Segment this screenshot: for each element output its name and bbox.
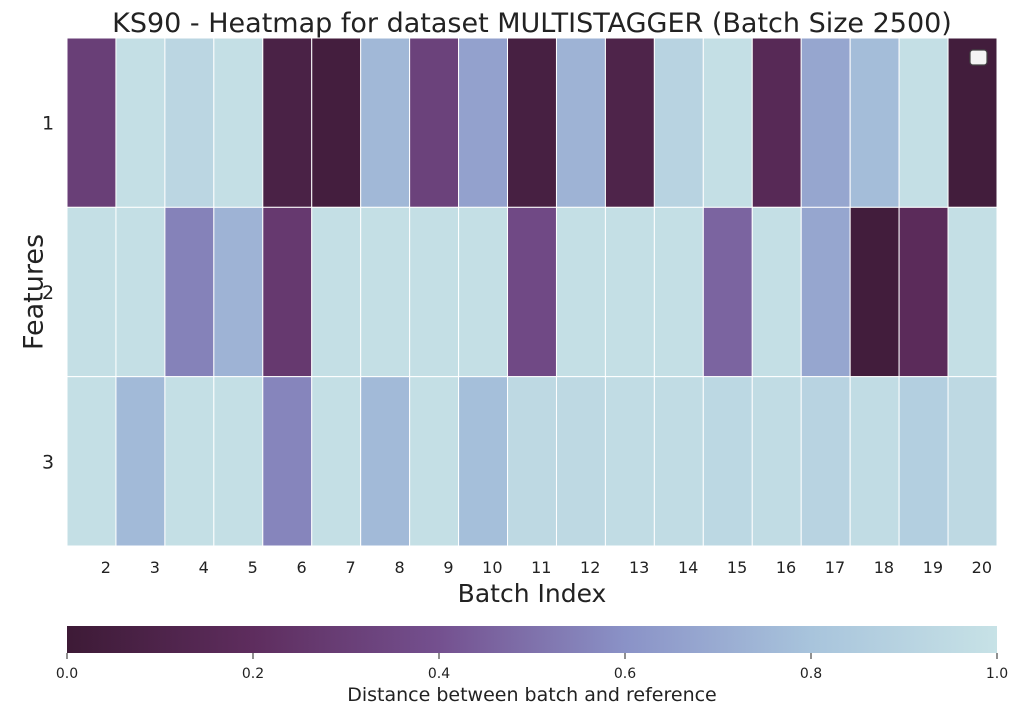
- heatmap-cell: [213, 206, 264, 378]
- heatmap-cell: [507, 37, 557, 208]
- heatmap-cell: [898, 37, 949, 208]
- heatmap-cell: [555, 37, 606, 208]
- heatmap-cell: [262, 376, 313, 547]
- heatmap-cell: [800, 206, 851, 378]
- heatmap-cell: [360, 206, 411, 378]
- x-tick-label: 16: [776, 558, 796, 577]
- heatmap-cell: [115, 37, 166, 208]
- heatmap-cell: [164, 37, 215, 208]
- heatmap-cell: [898, 376, 949, 547]
- heatmap-cell: [751, 376, 802, 547]
- heatmap-cell: [115, 206, 166, 378]
- heatmap-cell: [66, 376, 117, 547]
- y-tick-label: 3: [42, 451, 54, 473]
- heatmap-cell: [751, 206, 802, 378]
- colorbar-tick-label: 0.6: [614, 666, 636, 682]
- heatmap-cell: [213, 37, 264, 208]
- heatmap-cell: [164, 206, 215, 378]
- heatmap-cell: [555, 206, 606, 378]
- colorbar-tick-label: 0.8: [800, 666, 822, 682]
- colorbar-tick-label: 1.0: [986, 666, 1008, 682]
- heatmap-cell: [653, 376, 704, 547]
- x-tick-label: 13: [629, 558, 649, 577]
- heatmap-cell: [555, 376, 606, 547]
- heatmap-cell: [409, 37, 460, 208]
- heatmap-cell: [115, 376, 166, 547]
- x-tick-labels: 2 3 4 5 6 7 8 9 10 11 12 13 14 15 16 17 18 19 20: [101, 558, 992, 577]
- x-axis-label: Batch Index: [458, 579, 607, 608]
- chart-title: KS90 - Heatmap for dataset MULTISTAGGER …: [112, 8, 952, 39]
- heatmap-cell: [458, 37, 509, 208]
- x-tick-label: 20: [972, 558, 992, 577]
- legend-box: [969, 49, 988, 66]
- heatmap-cell: [604, 37, 655, 208]
- colorbar-tick-label: 0.2: [242, 666, 264, 682]
- x-tick-label: 11: [531, 558, 551, 577]
- heatmap-cell: [311, 206, 362, 378]
- colorbar: [67, 626, 997, 653]
- x-tick-label: 2: [101, 558, 111, 577]
- heatmap-cell: [458, 206, 509, 378]
- x-tick-label: 8: [394, 558, 404, 577]
- heatmap-cell: [164, 376, 215, 547]
- x-tick-label: 12: [580, 558, 600, 577]
- heatmap-cell: [947, 206, 998, 378]
- x-tick-label: 15: [727, 558, 747, 577]
- heatmap-cell: [849, 206, 900, 378]
- heatmap-cell: [800, 376, 851, 547]
- x-tick-label: 14: [678, 558, 698, 577]
- heatmap-cell: [458, 376, 509, 547]
- heatmap-cell: [311, 37, 362, 208]
- x-tick-label: 19: [923, 558, 943, 577]
- heatmap-cell: [702, 37, 753, 208]
- heatmap-cell: [849, 376, 900, 547]
- heatmap-cell: [213, 376, 264, 547]
- x-tick-label: 6: [297, 558, 307, 577]
- x-tick-label: 18: [874, 558, 894, 577]
- heatmap-cell: [66, 206, 117, 378]
- x-tick-label: 17: [825, 558, 845, 577]
- heatmap-cell: [262, 206, 313, 378]
- heatmap-cell: [849, 37, 900, 208]
- heatmap-cell: [702, 206, 753, 378]
- heatmap-cell: [360, 37, 411, 208]
- heatmap-cell: [653, 37, 704, 208]
- heatmap-cell: [507, 376, 557, 547]
- heatmap-cell: [66, 37, 117, 208]
- y-axis-label: Features: [19, 234, 50, 350]
- colorbar-tick-label: 0.0: [56, 666, 78, 682]
- heatmap-cell: [800, 37, 851, 208]
- heatmap-cell: [947, 376, 998, 547]
- colorbar-tick-label: 0.4: [428, 666, 450, 682]
- heatmap-cell: [898, 206, 949, 378]
- x-tick-label: 10: [482, 558, 502, 577]
- y-tick-labels: 1 2 3: [42, 113, 54, 474]
- heatmap-cell: [604, 376, 655, 547]
- heatmap-cell: [751, 37, 802, 208]
- heatmap-cell: [409, 376, 460, 547]
- heatmap-cell: [262, 37, 313, 208]
- heatmap-cell: [409, 206, 460, 378]
- heatmap-cell: [947, 37, 998, 208]
- heatmap-cell: [702, 376, 753, 547]
- colorbar-ticks: 0.0 0.2 0.4 0.6 0.8 1.0: [56, 653, 1008, 682]
- x-tick-label: 7: [345, 558, 355, 577]
- heatmap-cell: [507, 206, 557, 378]
- heatmap-cell: [653, 206, 704, 378]
- x-tick-label: 3: [150, 558, 160, 577]
- heatmap-cell: [360, 376, 411, 547]
- x-tick-label: 9: [443, 558, 453, 577]
- y-tick-label: 1: [42, 113, 54, 135]
- heatmap-cells: [66, 37, 998, 547]
- x-tick-label: 4: [199, 558, 209, 577]
- y-tick-label: 2: [42, 282, 54, 304]
- heatmap-cell: [311, 376, 362, 547]
- colorbar-label: Distance between batch and reference: [347, 684, 717, 706]
- heatmap-cell: [604, 206, 655, 378]
- x-tick-label: 5: [248, 558, 258, 577]
